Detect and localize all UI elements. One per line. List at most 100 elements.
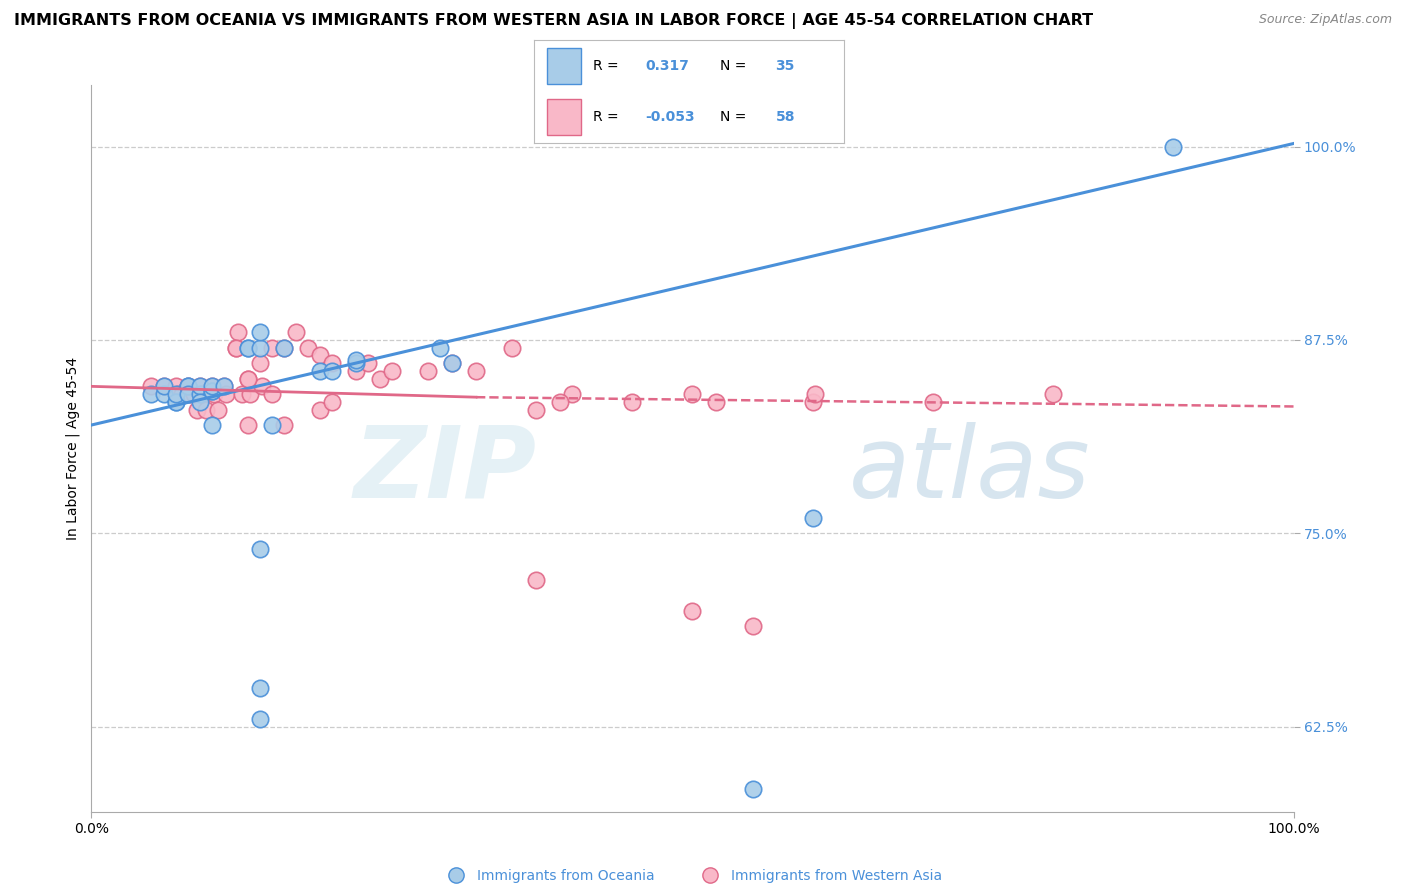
Point [368,371,391,385]
Point [344,364,367,378]
Point [167,387,190,401]
Point [188,387,211,401]
Point [201,379,224,393]
Point [249,356,271,370]
Text: 58: 58 [776,110,794,124]
Point [1042,387,1064,401]
Point [183,387,205,401]
Point [152,379,174,393]
Point [249,712,271,726]
Point [249,541,271,556]
Point [804,387,827,401]
Point [239,387,262,401]
Point [706,394,728,409]
Point [308,402,330,417]
Bar [547,48,581,84]
Point [236,417,259,432]
Point [201,379,224,393]
Point [194,402,217,417]
Point [801,511,824,525]
Point [201,384,224,398]
Point [191,387,214,401]
Point [249,681,271,695]
Point [201,384,224,398]
Point [165,387,187,401]
Point [176,387,198,401]
Point [231,387,253,401]
Point [273,341,295,355]
Text: 0.317: 0.317 [645,59,689,73]
Point [501,341,523,355]
Point [524,402,547,417]
Point [741,781,763,796]
Text: N =: N = [720,59,751,73]
Point [321,394,343,409]
Point [165,394,187,409]
Point [176,379,198,393]
Point [141,387,163,401]
Point [260,387,283,401]
Point [260,341,283,355]
Point [212,379,235,393]
Point [1161,139,1184,153]
Point [249,341,271,355]
Y-axis label: In Labor Force | Age 45-54: In Labor Force | Age 45-54 [66,357,80,540]
Point [236,341,259,355]
Point [273,341,295,355]
Point [202,387,225,401]
Point [170,387,193,401]
Point [308,364,330,378]
Point [284,325,307,339]
Text: R =: R = [593,59,623,73]
Point [250,379,273,393]
Point [215,387,238,401]
Point [381,364,404,378]
Text: ZIP: ZIP [353,422,536,518]
Point [321,356,343,370]
Point [176,379,198,393]
Point [152,379,174,393]
Point [344,353,367,368]
Point [207,402,229,417]
Point [357,356,380,370]
Point [236,341,259,355]
Point [212,379,235,393]
Point [141,379,163,393]
Point [236,371,259,385]
Point [681,387,703,401]
Point [561,387,583,401]
Point [344,356,367,370]
Point [741,619,763,633]
Point [308,348,330,362]
Point [236,371,259,385]
Point [440,356,463,370]
Point [225,341,247,355]
Point [801,394,824,409]
Text: Source: ZipAtlas.com: Source: ZipAtlas.com [1258,13,1392,27]
Point [922,394,945,409]
Point [188,379,211,393]
Point [524,573,547,587]
Point [152,387,174,401]
Text: atlas: atlas [849,422,1091,518]
Point [179,387,201,401]
Text: R =: R = [593,110,623,124]
Point [465,364,488,378]
Point [621,394,644,409]
Text: -0.053: -0.053 [645,110,695,124]
Text: N =: N = [720,110,751,124]
Point [260,417,283,432]
Bar [547,99,581,135]
Point [297,341,319,355]
Point [165,379,187,393]
Point [548,394,571,409]
Point [440,356,463,370]
Legend: Immigrants from Oceania, Immigrants from Western Asia: Immigrants from Oceania, Immigrants from… [437,863,948,888]
Point [273,417,295,432]
Point [225,341,247,355]
Point [188,379,211,393]
Point [416,364,439,378]
Point [186,402,208,417]
Point [321,364,343,378]
Point [165,394,187,409]
